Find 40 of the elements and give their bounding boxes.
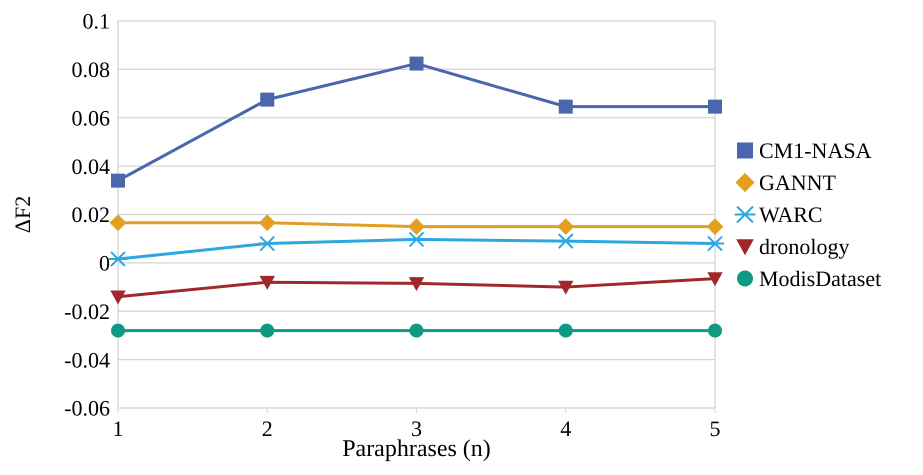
point — [410, 56, 424, 71]
point — [110, 290, 126, 304]
point — [108, 251, 128, 268]
point — [706, 218, 724, 235]
y-tick-label: 0.04 — [72, 154, 110, 179]
legend-label: dronology — [759, 234, 850, 260]
point — [410, 324, 424, 338]
x-tick-label: 5 — [710, 416, 720, 441]
x-tick-label: 1 — [112, 416, 124, 441]
y-tick-label: -0.06 — [64, 396, 110, 421]
point — [707, 272, 723, 286]
y-tick-label: -0.04 — [64, 347, 110, 372]
legend-label: WARC — [759, 202, 823, 228]
legend-label: CM1-NASA — [759, 138, 872, 164]
point — [260, 276, 275, 290]
point — [258, 214, 276, 232]
y-axis-title: ΔF2 — [10, 196, 35, 234]
point — [408, 277, 424, 292]
point — [260, 92, 274, 107]
y-tick-label: 0 — [99, 250, 110, 276]
legend-label: ModisDataset — [759, 266, 882, 292]
point — [111, 324, 125, 338]
point — [557, 218, 574, 235]
point — [260, 324, 274, 338]
y-tick-label: 0.06 — [72, 105, 110, 130]
point — [708, 100, 722, 114]
y-tick-label: 0.02 — [72, 202, 110, 228]
point — [558, 324, 573, 338]
y-tick-label: 0.08 — [72, 57, 110, 82]
point — [408, 218, 425, 235]
point — [558, 100, 573, 114]
y-tick-label: 0.1 — [82, 8, 110, 34]
x-tick-label: 4 — [560, 416, 572, 441]
y-tick-label: -0.02 — [64, 298, 110, 324]
point — [558, 280, 574, 295]
point — [111, 174, 125, 188]
point — [110, 214, 126, 232]
point — [708, 324, 722, 338]
x-tick-label: 2 — [262, 416, 273, 441]
legend-label: GANNT — [759, 170, 837, 196]
